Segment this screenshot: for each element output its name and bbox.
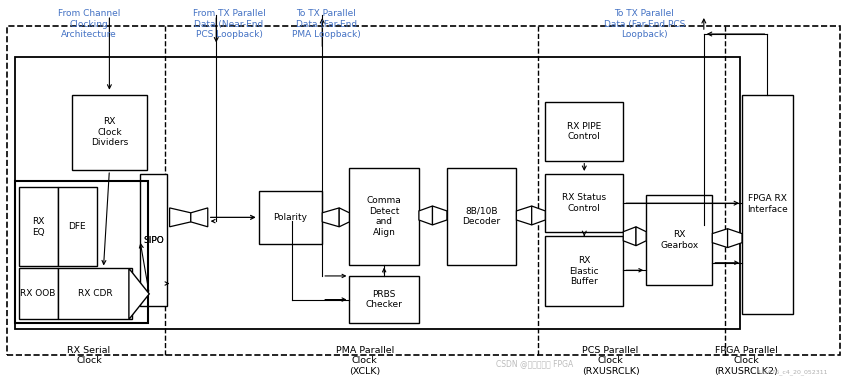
- Bar: [545, 236, 623, 306]
- Text: RX
Gearbox: RX Gearbox: [660, 230, 699, 250]
- Text: To TX Parallel
Data (Far-End PCS
Loopback): To TX Parallel Data (Far-End PCS Loopbac…: [604, 9, 685, 39]
- Polygon shape: [129, 268, 149, 319]
- Bar: [349, 168, 419, 265]
- Polygon shape: [191, 208, 208, 227]
- Polygon shape: [532, 206, 545, 225]
- Text: RX OOB: RX OOB: [20, 290, 56, 298]
- Text: RX Status
Control: RX Status Control: [562, 194, 606, 213]
- Text: RX
Elastic
Buffer: RX Elastic Buffer: [570, 256, 599, 286]
- Text: 8B/10B
Decoder: 8B/10B Decoder: [463, 207, 500, 226]
- Bar: [447, 168, 516, 265]
- Text: FPGA RX
Interface: FPGA RX Interface: [747, 194, 788, 214]
- Polygon shape: [516, 206, 532, 225]
- Bar: [545, 102, 623, 161]
- Bar: [15, 57, 740, 329]
- Text: PMA Parallel
Clock
(XCLK): PMA Parallel Clock (XCLK): [336, 346, 393, 376]
- Text: From TX Parallel
Data (Near-End
PCS Loopback): From TX Parallel Data (Near-End PCS Loop…: [192, 9, 265, 39]
- Text: To TX Parallel
Data (Far-End
PMA Loopback): To TX Parallel Data (Far-End PMA Loopbac…: [292, 9, 361, 39]
- Text: RX
EQ: RX EQ: [32, 217, 44, 237]
- Polygon shape: [432, 206, 447, 225]
- Bar: [742, 94, 793, 314]
- Bar: [7, 26, 840, 355]
- Bar: [58, 187, 97, 266]
- Text: UG476_c4_20_052311: UG476_c4_20_052311: [758, 369, 828, 375]
- Bar: [259, 191, 322, 244]
- Text: RX
Clock
Dividers: RX Clock Dividers: [91, 118, 128, 147]
- Text: FPGA Parallel
Clock
(RXUSRCLK2): FPGA Parallel Clock (RXUSRCLK2): [714, 346, 778, 376]
- Bar: [19, 268, 58, 319]
- Polygon shape: [170, 208, 191, 227]
- Text: PCS Parallel
Clock
(RXUSRCLK): PCS Parallel Clock (RXUSRCLK): [582, 346, 639, 376]
- Text: RX CDR: RX CDR: [78, 290, 112, 298]
- Polygon shape: [623, 227, 636, 246]
- Text: PRBS
Checker: PRBS Checker: [365, 290, 403, 309]
- Text: DFE: DFE: [69, 222, 86, 231]
- Bar: [646, 195, 712, 285]
- Text: SIPO: SIPO: [143, 235, 164, 245]
- Polygon shape: [712, 229, 728, 248]
- Bar: [140, 174, 167, 306]
- Bar: [349, 276, 419, 323]
- Polygon shape: [322, 208, 339, 227]
- Text: SIPO: SIPO: [143, 235, 164, 245]
- Bar: [545, 174, 623, 232]
- Text: From Channel
Clocking
Architecture: From Channel Clocking Architecture: [58, 9, 120, 39]
- Bar: [15, 181, 148, 323]
- Polygon shape: [419, 206, 432, 225]
- Polygon shape: [728, 229, 742, 248]
- Text: Polarity: Polarity: [273, 213, 308, 222]
- Bar: [58, 268, 132, 319]
- Polygon shape: [339, 208, 349, 227]
- Polygon shape: [636, 227, 646, 246]
- Bar: [72, 94, 147, 170]
- Text: CSDN @顺子学术会 FPGA: CSDN @顺子学术会 FPGA: [495, 359, 573, 369]
- Text: Comma
Detect
and
Align: Comma Detect and Align: [367, 196, 401, 237]
- Text: RX PIPE
Control: RX PIPE Control: [567, 122, 601, 141]
- Text: RX Serial
Clock: RX Serial Clock: [68, 346, 110, 365]
- Bar: [19, 187, 58, 266]
